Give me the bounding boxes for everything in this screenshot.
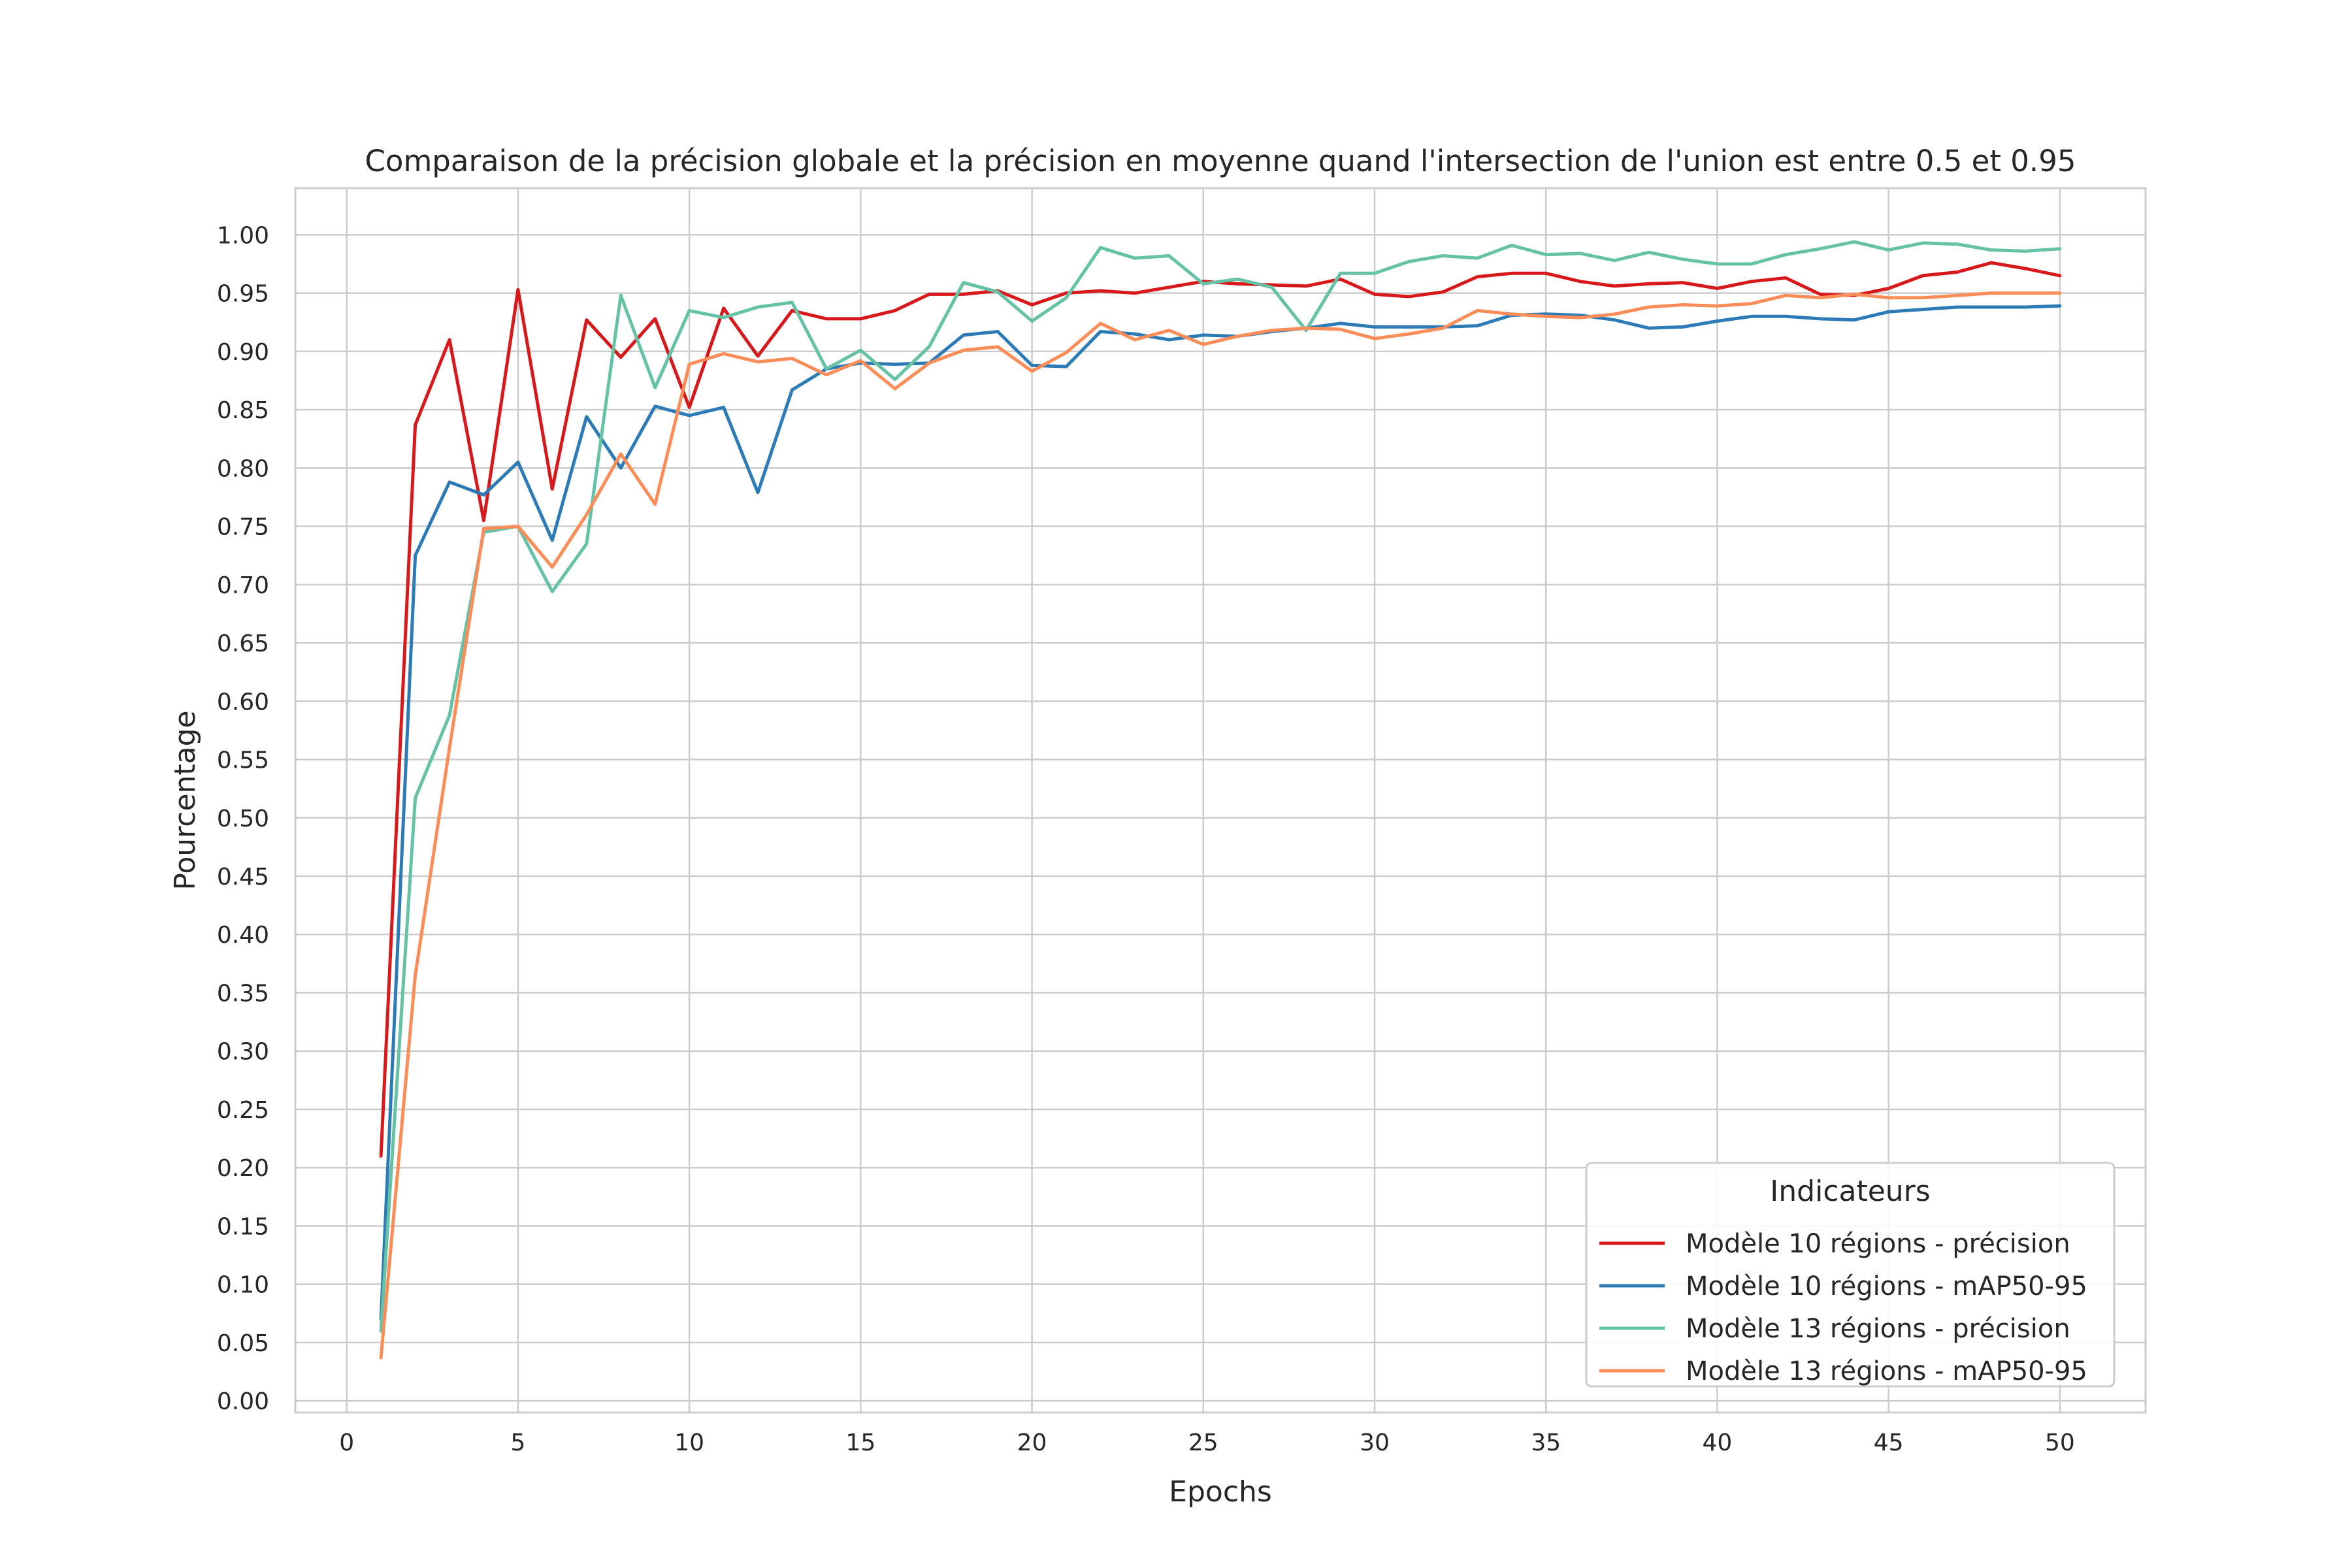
x-tick-label: 50 <box>2045 1429 2075 1456</box>
y-tick-label: 0.75 <box>217 514 269 541</box>
y-tick-label: 0.15 <box>217 1213 269 1240</box>
legend-label: Modèle 13 régions - précision <box>1686 1314 2070 1344</box>
x-axis-title: Epochs <box>1169 1475 1272 1509</box>
y-tick-label: 0.00 <box>217 1388 269 1415</box>
y-tick-label: 0.05 <box>217 1330 269 1357</box>
legend-label: Modèle 10 régions - précision <box>1686 1229 2070 1259</box>
x-tick-label: 45 <box>1874 1429 1904 1456</box>
x-tick-label: 40 <box>1703 1429 1733 1456</box>
legend: Indicateurs Modèle 10 régions - précisio… <box>1585 1162 2115 1388</box>
y-tick-label: 0.65 <box>217 630 269 657</box>
y-tick-label: 1.00 <box>217 222 269 249</box>
x-tick-label: 35 <box>1531 1429 1561 1456</box>
y-tick-label: 0.10 <box>217 1272 269 1299</box>
legend-label: Modèle 10 régions - mAP50-95 <box>1686 1271 2087 1301</box>
y-tick-label: 0.60 <box>217 689 269 715</box>
y-tick-label: 0.45 <box>217 864 269 890</box>
y-tick-label: 0.50 <box>217 806 269 832</box>
legend-items: Modèle 10 régions - précision Modèle 10 r… <box>1599 1229 2087 1386</box>
y-tick-label: 0.70 <box>217 572 269 599</box>
x-tick-label: 15 <box>845 1429 875 1456</box>
y-tick-label: 0.25 <box>217 1097 269 1124</box>
y-tick-label: 0.85 <box>217 397 269 424</box>
x-tick-label: 30 <box>1360 1429 1390 1456</box>
x-tick-label: 20 <box>1017 1429 1047 1456</box>
plot-frame <box>294 187 2147 1414</box>
legend-box <box>1585 1162 2115 1388</box>
x-axis-ticks: 0 5 10 15 20 25 30 35 40 45 50 <box>339 1429 2075 1456</box>
y-tick-label: 0.95 <box>217 281 269 308</box>
y-tick-label: 0.20 <box>217 1155 269 1182</box>
y-tick-label: 0.80 <box>217 455 269 482</box>
y-axis-ticks: 0.00 0.05 0.10 0.15 0.20 0.25 0.30 0.35 0.40 0.45… <box>217 222 269 1415</box>
y-tick-label: 0.40 <box>217 922 269 949</box>
series-line-2 <box>379 304 2062 1321</box>
series-line-3 <box>379 240 2062 1333</box>
x-tick-label: 25 <box>1188 1429 1218 1456</box>
legend-title: Indicateurs <box>1770 1175 1930 1208</box>
chart-title: Comparaison de la précision globale et l… <box>365 144 2076 178</box>
y-tick-label: 0.90 <box>217 339 269 366</box>
y-tick-label: 0.55 <box>217 747 269 774</box>
x-tick-label: 5 <box>510 1429 525 1456</box>
y-tick-label: 0.35 <box>217 980 269 1007</box>
series-line-4 <box>379 291 2062 1360</box>
series-lines <box>379 240 2062 1360</box>
y-axis-title: Pourcentage <box>169 710 202 890</box>
legend-label: Modèle 13 régions - mAP50-95 <box>1686 1356 2087 1386</box>
x-tick-label: 10 <box>674 1429 704 1456</box>
y-tick-label: 0.30 <box>217 1039 269 1066</box>
x-tick-label: 0 <box>339 1429 354 1456</box>
